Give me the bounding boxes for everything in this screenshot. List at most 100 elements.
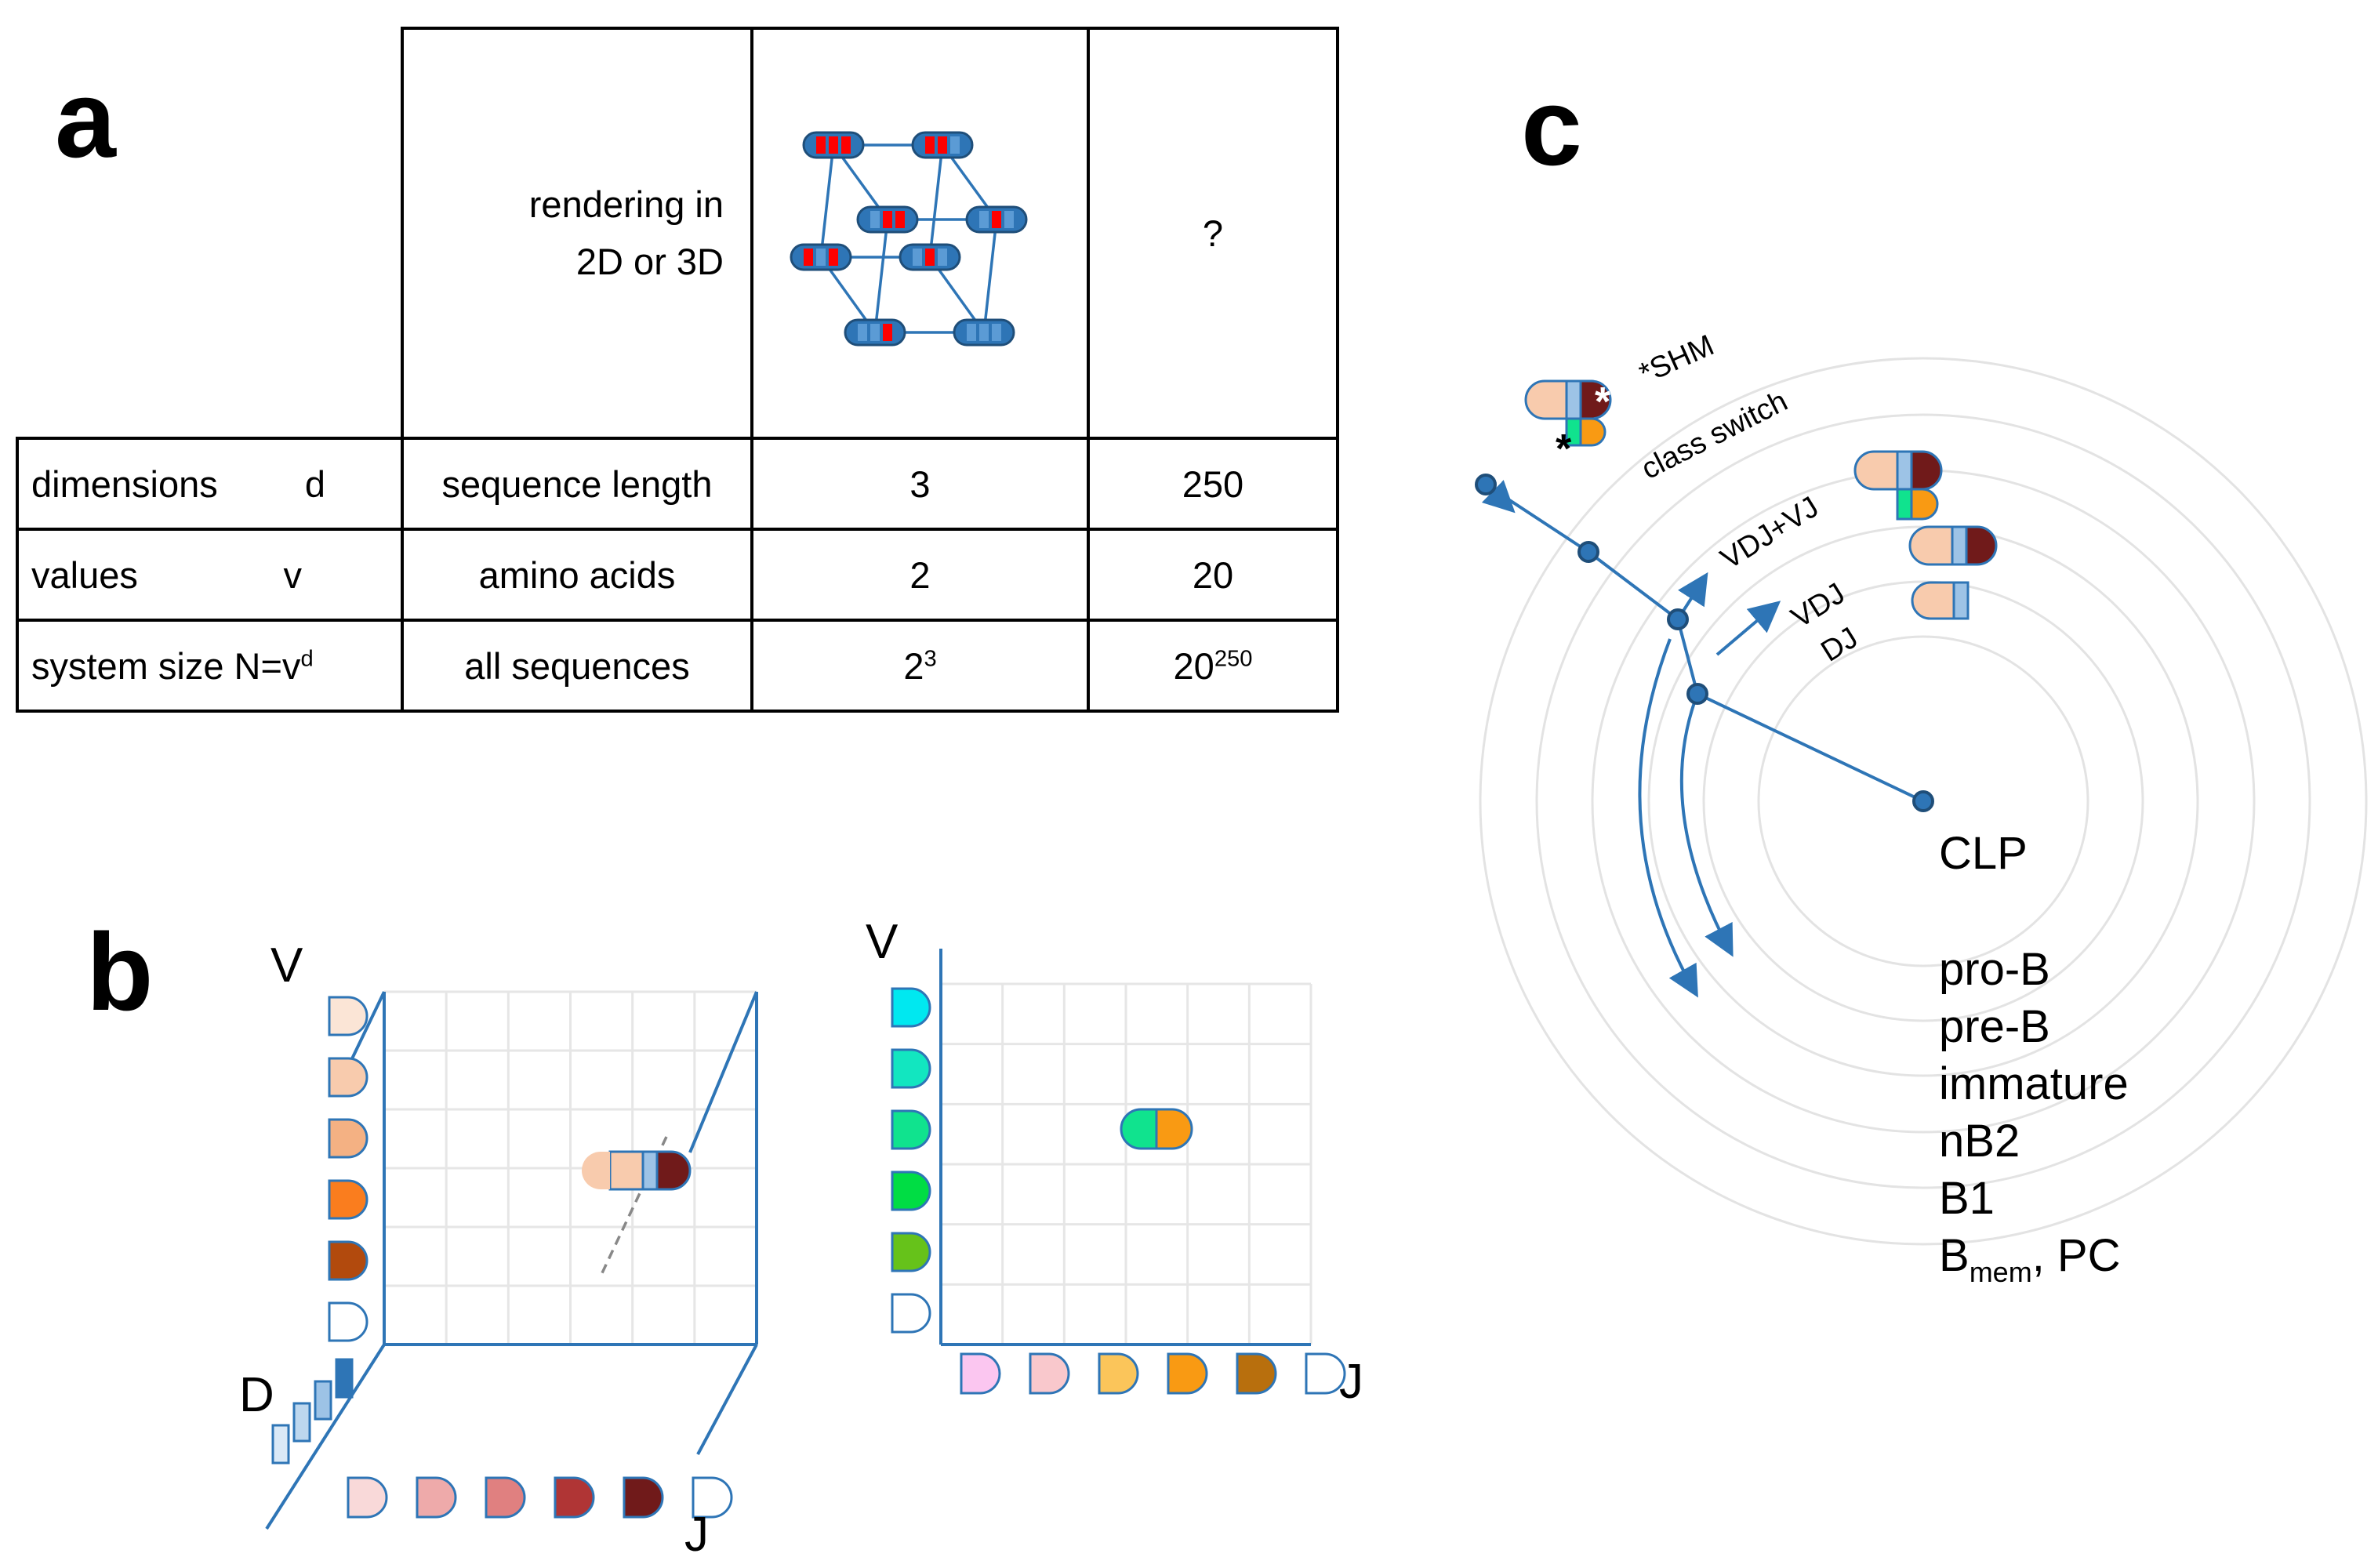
j-gene-palette bbox=[347, 1476, 733, 1519]
small-system-cell: 3 bbox=[750, 437, 1090, 531]
vj-receptor bbox=[1120, 1108, 1193, 1150]
vdj-node bbox=[1667, 608, 1689, 630]
small-system-cell: 2 bbox=[750, 528, 1090, 622]
v-gene-segment bbox=[891, 987, 931, 1028]
v-gene-segment bbox=[891, 1232, 931, 1272]
ring-label-dj: DJ bbox=[1816, 621, 1864, 668]
d-gene-segment bbox=[314, 1380, 332, 1421]
row-label-exponent: d bbox=[300, 645, 314, 671]
grid-axes-2d bbox=[939, 949, 1311, 1346]
shm-marker-heavy: * bbox=[1595, 379, 1611, 425]
right-j-axis-label: J bbox=[1339, 1355, 1363, 1409]
left-j-axis-label: J bbox=[684, 1508, 709, 1562]
small-exponent: 3 bbox=[924, 645, 937, 671]
j-gene-segment bbox=[1236, 1352, 1277, 1395]
j-gene-segment bbox=[485, 1476, 526, 1519]
v-gene-segment bbox=[891, 1293, 931, 1334]
stage-list: pro-B pre-B immature nB2 B1 Bmem, PC bbox=[1939, 944, 2129, 1288]
dj-receptor bbox=[1911, 581, 1970, 620]
vj-grid-lines-2d bbox=[941, 982, 1312, 1345]
rendering-description: rendering in 2D or 3D bbox=[401, 27, 753, 440]
j-gene-segment bbox=[1167, 1352, 1208, 1395]
row-label-cell: system size N=vd bbox=[16, 619, 404, 713]
j-gene-segment bbox=[1305, 1352, 1346, 1395]
property-cell: all sequences bbox=[401, 619, 753, 713]
ring-label-class-switch: class switch bbox=[1636, 385, 1793, 486]
property-cell: sequence length bbox=[401, 437, 753, 531]
left-d-axis-label: D bbox=[239, 1368, 274, 1422]
v-gene-segment bbox=[328, 1240, 368, 1281]
row-label: values bbox=[31, 554, 138, 596]
row-label: system size N=v bbox=[31, 644, 301, 687]
j-gene-segment bbox=[692, 1476, 733, 1519]
sequence-node bbox=[802, 131, 865, 159]
small-base: 2 bbox=[903, 644, 924, 687]
grid-axes bbox=[265, 991, 758, 1530]
dj-node bbox=[1686, 683, 1708, 705]
stage-bmem-tail: , PC bbox=[2032, 1230, 2121, 1281]
stage-bmem-sub: mem bbox=[1970, 1256, 2032, 1288]
table-row: system size N=vd all sequences 23 20250 bbox=[16, 619, 1339, 713]
comparison-table: rendering in 2D or 3D bbox=[16, 27, 1339, 713]
sequence-node bbox=[911, 131, 974, 159]
ring-label-vdj-vj: VDJ+VJ bbox=[1715, 491, 1825, 576]
cube-illustration-cell bbox=[750, 27, 1090, 440]
sequence-node bbox=[953, 318, 1015, 347]
stage-bmem-base: B bbox=[1939, 1230, 1970, 1281]
d-gene-segment bbox=[292, 1402, 311, 1443]
v-gene-palette bbox=[328, 996, 368, 1342]
j-gene-segment bbox=[554, 1476, 595, 1519]
stage-nb2: nB2 bbox=[1939, 1116, 2020, 1167]
table-row: dimensions d sequence length 3 250 bbox=[16, 437, 1339, 531]
row-label-cell: dimensions d bbox=[16, 437, 404, 531]
row-label-cell: values v bbox=[16, 528, 404, 622]
j-gene-segment bbox=[1029, 1352, 1070, 1395]
v-gene-palette-2d bbox=[891, 987, 931, 1334]
d-gene-segment bbox=[271, 1424, 290, 1465]
d-gene-palette bbox=[271, 1358, 354, 1465]
sequence-node bbox=[899, 243, 961, 271]
clp-node bbox=[1912, 790, 1934, 812]
sequence-cube-diagram bbox=[790, 131, 1028, 347]
j-gene-segment bbox=[347, 1476, 388, 1519]
shm-node bbox=[1475, 474, 1497, 495]
vdj-receptor bbox=[582, 1150, 692, 1191]
v-gene-segment bbox=[891, 1048, 931, 1089]
large-system-cell: 20 bbox=[1087, 528, 1339, 622]
panel-c-label: c bbox=[1521, 65, 1582, 188]
j-gene-segment bbox=[1098, 1352, 1139, 1395]
right-v-axis-label: V bbox=[866, 915, 899, 969]
stage-pro-b: pro-B bbox=[1939, 944, 2050, 995]
small-system-cell: 23 bbox=[750, 619, 1090, 713]
sequence-node bbox=[844, 318, 906, 347]
large-system-cell: 250 bbox=[1087, 437, 1339, 531]
vdj-heavy-chain bbox=[1908, 525, 1998, 566]
sequence-node bbox=[965, 205, 1028, 234]
v-gene-segment bbox=[328, 996, 368, 1036]
j-gene-segment bbox=[960, 1352, 1001, 1395]
row-symbol: v bbox=[283, 554, 303, 596]
v-gene-segment bbox=[891, 1109, 931, 1150]
left-v-axis-label: V bbox=[270, 938, 303, 993]
stage-bmem-pc: Bmem, PC bbox=[1939, 1230, 2121, 1288]
v-gene-segment bbox=[328, 1057, 368, 1098]
stage-b1: B1 bbox=[1939, 1173, 1995, 1224]
large-system-cell: 20250 bbox=[1087, 619, 1339, 713]
unknown-rendering-cell: ? bbox=[1087, 27, 1339, 440]
mutated-receptor: * * bbox=[1524, 379, 1612, 472]
sequence-node bbox=[856, 205, 919, 234]
large-exponent: 250 bbox=[1214, 645, 1253, 671]
j-gene-segment bbox=[623, 1476, 664, 1519]
v-gene-segment bbox=[891, 1171, 931, 1211]
class-switch-node bbox=[1577, 541, 1599, 563]
vdj-vj-receptor bbox=[1853, 450, 1943, 521]
panel-b-label: b bbox=[86, 910, 154, 1033]
clp-label: CLP bbox=[1939, 828, 2028, 879]
row-label: dimensions bbox=[31, 463, 218, 505]
ring-label-shm: *SHM bbox=[1635, 328, 1719, 390]
table-row: values v amino acids 2 20 bbox=[16, 528, 1339, 622]
sequence-node bbox=[790, 243, 852, 271]
